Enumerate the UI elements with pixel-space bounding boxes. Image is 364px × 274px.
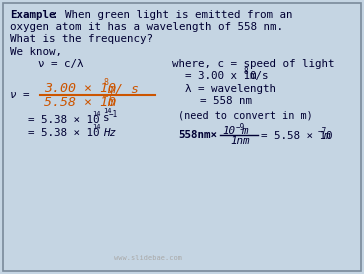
Text: (need to convert in m): (need to convert in m)	[178, 111, 313, 121]
Text: 10: 10	[222, 126, 235, 136]
Text: www.slidebae.com: www.slidebae.com	[114, 255, 182, 261]
Text: m: m	[107, 96, 115, 109]
Text: 14: 14	[92, 124, 100, 130]
Text: 558nm×: 558nm×	[178, 130, 217, 140]
Text: 14: 14	[103, 108, 111, 114]
Text: 5.58 × 10: 5.58 × 10	[44, 96, 116, 109]
Text: Example: Example	[10, 10, 55, 20]
Text: ν =: ν =	[10, 90, 29, 100]
Text: What is the frequency?: What is the frequency?	[10, 34, 153, 44]
Text: We know,: We know,	[10, 47, 62, 57]
Text: 3.00 × 10: 3.00 × 10	[44, 82, 116, 95]
Text: where, c = speed of light: where, c = speed of light	[172, 59, 335, 69]
Text: = 5.58 × 10: = 5.58 × 10	[261, 131, 332, 141]
Text: 8: 8	[244, 67, 249, 76]
Text: −7: −7	[318, 127, 327, 136]
Text: −1: −1	[109, 110, 118, 119]
Text: s: s	[103, 113, 110, 123]
Text: oxygen atom it has a wavelength of 558 nm.: oxygen atom it has a wavelength of 558 n…	[10, 22, 283, 32]
Text: –7: –7	[103, 92, 113, 101]
Text: = 5.38 × 10: = 5.38 × 10	[28, 128, 99, 138]
Text: m/s: m/s	[249, 71, 269, 81]
Text: : When green light is emitted from an: : When green light is emitted from an	[52, 10, 293, 20]
Text: −9: −9	[236, 123, 245, 132]
Text: = 5.38 × 10: = 5.38 × 10	[28, 115, 99, 125]
FancyBboxPatch shape	[3, 3, 361, 271]
Text: = 558 nm: = 558 nm	[200, 96, 252, 106]
Text: λ = wavelength: λ = wavelength	[185, 84, 276, 94]
Text: 1nm: 1nm	[230, 136, 249, 146]
Text: Hz: Hz	[103, 128, 116, 138]
Text: ν = c/λ: ν = c/λ	[38, 59, 83, 69]
Text: = 3.00 x 10: = 3.00 x 10	[185, 71, 257, 81]
Text: 14: 14	[92, 111, 100, 117]
Text: m: m	[323, 131, 329, 141]
Text: 8: 8	[103, 78, 108, 87]
Text: m: m	[241, 126, 248, 136]
Text: m/ s: m/ s	[107, 82, 139, 95]
